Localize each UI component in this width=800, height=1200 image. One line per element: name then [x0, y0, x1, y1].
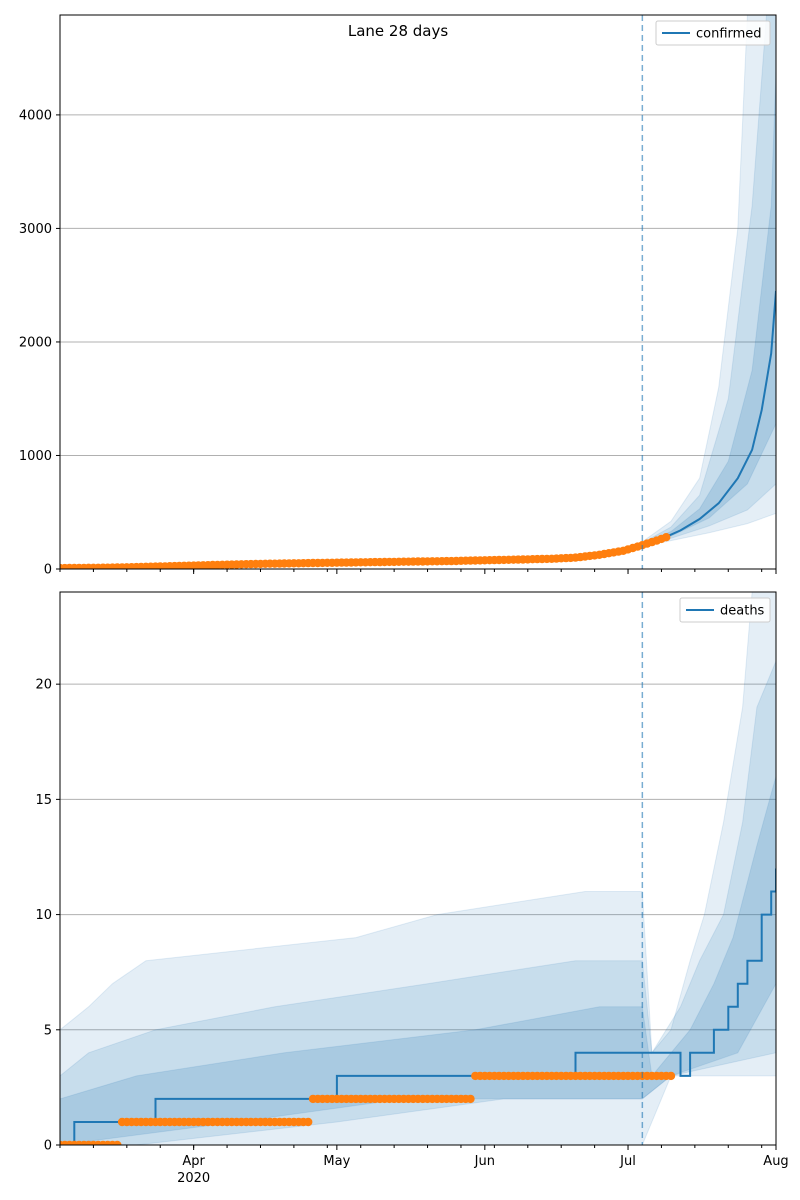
y-tick-label: 20 [35, 678, 52, 693]
plot-area [60, 15, 776, 569]
y-tick-label: 1000 [19, 449, 52, 464]
plot-area [60, 592, 776, 1145]
observed-point [666, 1071, 676, 1081]
chart-title: Lane 28 days [348, 22, 448, 40]
x-tick-label: May [323, 1154, 350, 1169]
uncertainty-band [641, 69, 776, 547]
x-tick-label: Jul [619, 1154, 636, 1169]
uncertainty-band [60, 592, 776, 1145]
legend-label: confirmed [696, 27, 762, 42]
axes-frame [59, 591, 777, 1146]
axes-frame [59, 14, 777, 570]
deaths-panel: 0 5 10 15 20 Apr May Jun Jul Aug 2020 deaths [35, 591, 789, 1186]
uncertainty-band [60, 660, 776, 1145]
y-tick-label: 0 [44, 563, 52, 578]
x-tick-label: Aug [763, 1154, 788, 1169]
x-year-label: 2020 [177, 1171, 210, 1186]
observed-point [304, 1117, 313, 1127]
legend-box [655, 20, 771, 46]
x-tick-label: Jun [474, 1154, 495, 1169]
y-tick-label: 0 [44, 1139, 52, 1154]
uncertainty-band [641, 15, 776, 547]
y-tick-label: 10 [35, 908, 52, 923]
series-line [642, 290, 776, 546]
legend-box [679, 597, 771, 623]
confirmed-panel: Lane 28 days 0 1000 2000 3000 4000 confirmed [19, 14, 777, 578]
observed-series [60, 1071, 676, 1145]
y-tick-label: 5 [44, 1023, 52, 1038]
y-tick-label: 3000 [19, 222, 52, 237]
observed-point [466, 1094, 475, 1104]
legend-label: deaths [720, 604, 765, 619]
legend: confirmed [655, 20, 771, 46]
y-tick-label: 2000 [19, 335, 52, 350]
observed-point [113, 1140, 122, 1145]
series-line [60, 868, 776, 1145]
observed-point [662, 533, 671, 542]
x-tick-label: Apr [182, 1154, 205, 1169]
legend: deaths [679, 597, 771, 623]
uncertainty-band [641, 15, 776, 547]
y-tick-label: 15 [35, 793, 52, 808]
observed-series [60, 533, 671, 569]
y-tick-label: 4000 [19, 108, 52, 123]
